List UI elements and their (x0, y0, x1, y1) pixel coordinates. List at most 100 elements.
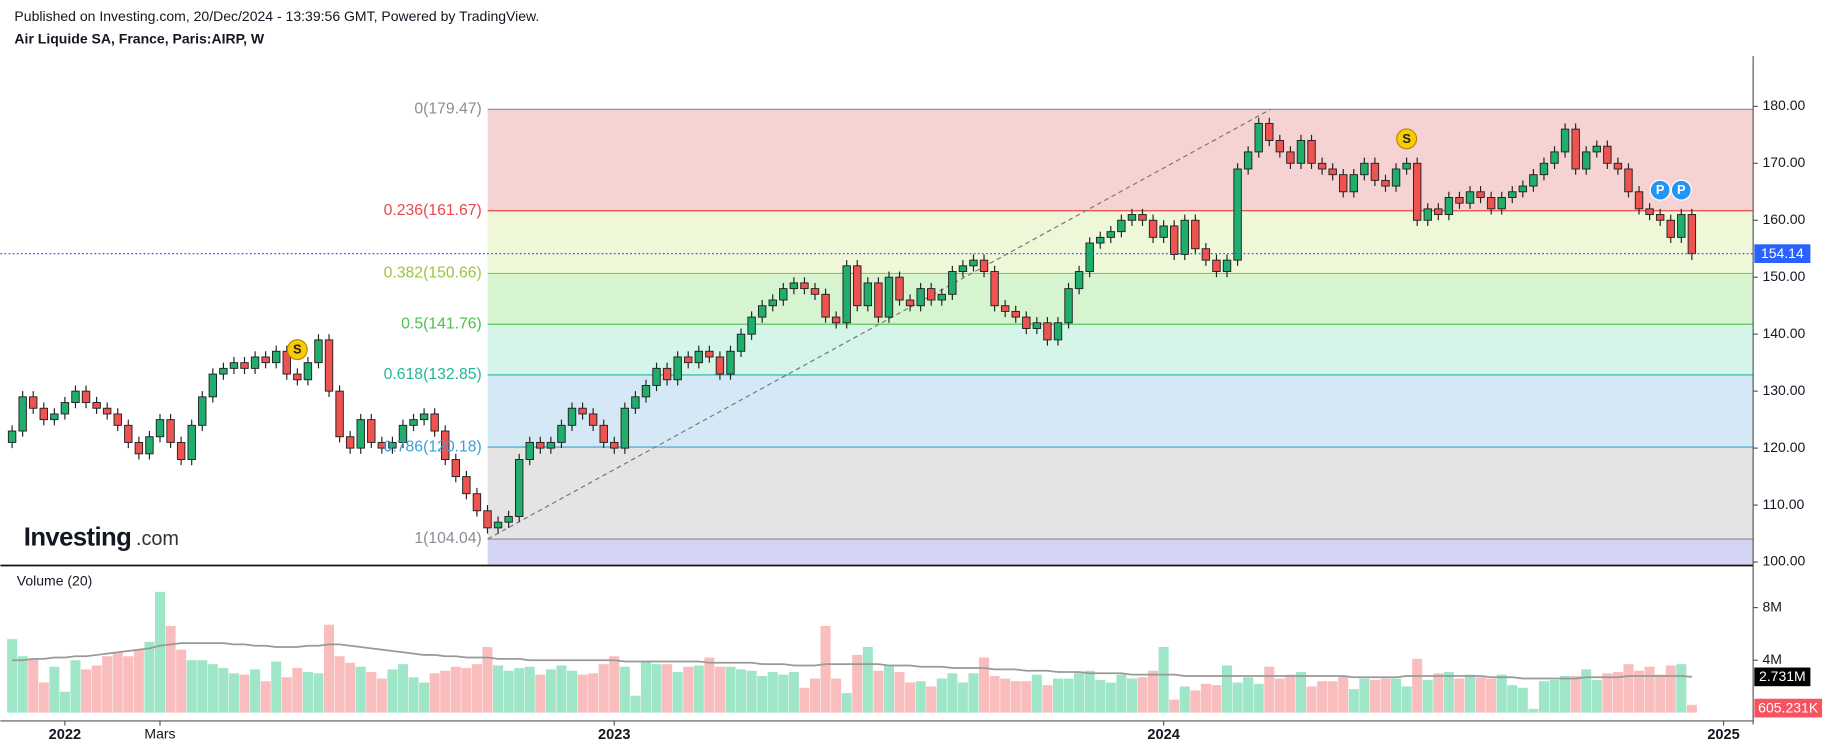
candle-body (1465, 191, 1475, 204)
candle-body (1486, 197, 1496, 210)
candle-body (620, 407, 630, 449)
last-price-label: 154.14 (1761, 245, 1804, 261)
candle-body (1022, 316, 1031, 329)
candle-body (367, 419, 376, 443)
volume-bar (1338, 675, 1349, 713)
volume-bar (566, 670, 578, 713)
x-tick-label: Mars (144, 726, 175, 742)
x-tick-label: 2025 (1707, 727, 1739, 743)
volume-bar (535, 674, 546, 713)
volume-bar (1179, 686, 1190, 713)
candle-body (1011, 310, 1020, 318)
volume-bar (59, 691, 70, 713)
volume-bar (736, 669, 747, 713)
volume-bar (1538, 681, 1549, 713)
candle-body (1360, 162, 1369, 176)
volume-bar (1031, 674, 1042, 713)
fib-zone (487, 447, 1754, 540)
candle-body (430, 413, 439, 432)
candle-body (694, 350, 703, 364)
candle-body (29, 396, 38, 409)
candle-body (1582, 151, 1591, 170)
event-marker (286, 339, 308, 361)
volume-bar (1634, 670, 1645, 713)
candle-body (905, 299, 915, 307)
candle-body (1677, 214, 1686, 238)
event-marker (1670, 179, 1692, 201)
volume-bar (355, 666, 366, 713)
volume-bar (915, 681, 926, 713)
candle-body (1423, 208, 1432, 221)
candle-body (1074, 271, 1084, 290)
candle-body (895, 276, 904, 301)
candle-body (134, 441, 144, 455)
candle-body (1138, 214, 1147, 221)
volume-bar (1507, 685, 1518, 713)
candle-body (842, 265, 851, 324)
volume-bar (1348, 689, 1359, 713)
candle-body (198, 396, 207, 426)
candle-body (1275, 140, 1285, 153)
candle-body (50, 413, 59, 421)
volume-bar (1380, 678, 1391, 713)
candle-body (705, 350, 714, 358)
volume-bar (1359, 678, 1370, 713)
candle-body (736, 333, 746, 352)
volume-bar (693, 665, 704, 713)
volume-last-label: 605.231K (1758, 699, 1819, 715)
volume-bar (38, 682, 49, 713)
volume-bar (767, 672, 778, 713)
candle-body (1127, 214, 1137, 221)
volume-bar (324, 624, 335, 713)
candle-body (1148, 219, 1158, 238)
volume-bar (1612, 672, 1623, 713)
candle-body (1159, 225, 1168, 238)
volume-bar (1264, 666, 1275, 713)
candle-body (1381, 179, 1390, 187)
candle-body (1655, 214, 1665, 221)
volume-bar (1655, 674, 1666, 713)
volume-bar (144, 641, 155, 713)
volume-bar (1295, 672, 1306, 713)
volume-bar (1528, 708, 1539, 713)
candle-body (557, 424, 566, 443)
candle-body (800, 282, 809, 290)
volume-bar (271, 661, 282, 713)
ma-tag (1754, 667, 1811, 687)
x-tick-label: 2023 (598, 727, 630, 743)
volume-bar (1084, 670, 1095, 713)
candle-body (250, 356, 260, 369)
volume-bar (1391, 678, 1402, 713)
volume-bar (640, 661, 651, 713)
candle-body (1254, 122, 1263, 153)
volume-bar (102, 656, 113, 713)
volume-bar (1274, 678, 1285, 713)
event-label: S (1402, 131, 1411, 146)
candle-body (1201, 248, 1211, 261)
volume-bar (788, 672, 799, 713)
volume-bar (1454, 678, 1465, 713)
volume-bar (1063, 678, 1074, 713)
candle-body (1180, 219, 1189, 255)
candle-body (1645, 208, 1654, 216)
volume-bar (429, 673, 440, 713)
volume-bar (651, 664, 662, 713)
volume-bar (1148, 670, 1159, 713)
candle-body (1476, 191, 1485, 198)
volume-bar (1369, 679, 1380, 713)
y-tick-label: 140.00 (1762, 325, 1805, 341)
volume-title: Volume (20) (17, 573, 93, 589)
candle-body (1191, 219, 1200, 250)
candle-body (789, 282, 799, 290)
candle-body (546, 441, 556, 449)
volume-bar (176, 649, 187, 713)
candle-body (18, 396, 27, 432)
volume-bar (1211, 685, 1222, 713)
volume-bar (1517, 687, 1528, 713)
volume-bar (302, 672, 313, 713)
candle-body (1624, 168, 1633, 193)
volume-bar (619, 666, 630, 713)
volume-bar (831, 678, 842, 713)
candle-body (1339, 174, 1348, 193)
